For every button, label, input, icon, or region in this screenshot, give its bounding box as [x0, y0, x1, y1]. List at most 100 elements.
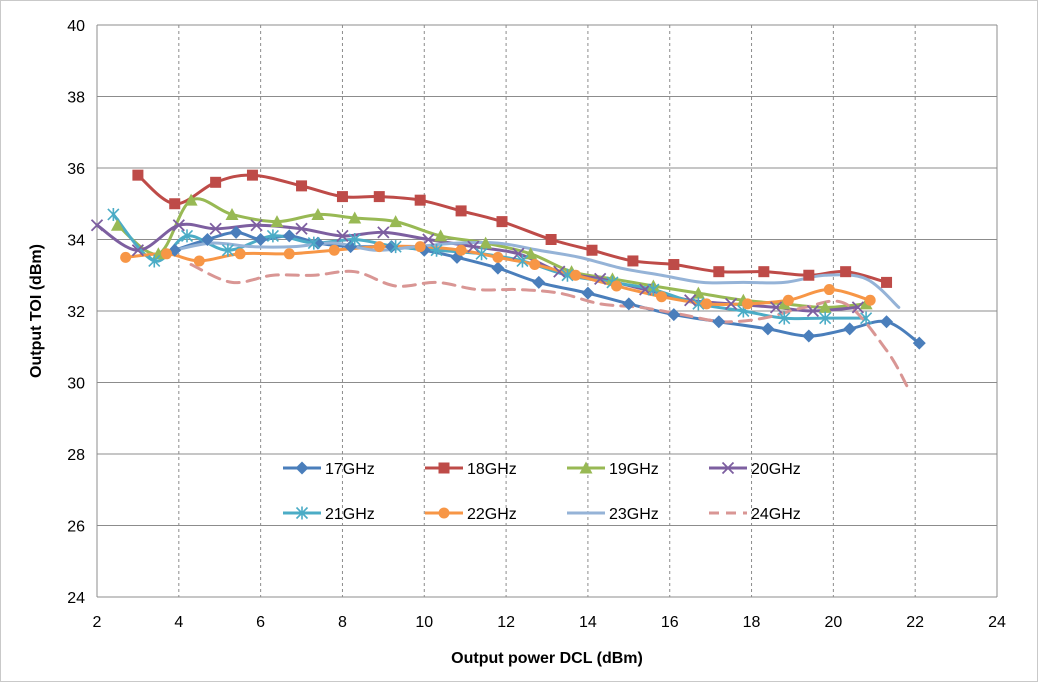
legend-label-22ghz: 22GHz [467, 506, 517, 523]
data-point-18ghz [210, 176, 222, 188]
legend-label-17ghz: 17GHz [325, 461, 375, 478]
data-point-20ghz [594, 272, 607, 285]
data-point-22ghz [161, 248, 173, 260]
data-point-19ghz [479, 236, 493, 249]
data-point-22ghz [328, 244, 340, 256]
data-point-17ghz [622, 297, 636, 311]
data-point-19ghz [348, 211, 362, 224]
legend-marker-22ghz [438, 507, 450, 519]
data-point-22ghz [193, 255, 205, 267]
data-point-20ghz [90, 219, 104, 232]
legend: 17GHz 18GHz 19GHz 20GHz 21GHz 22GHz 23GHz 24GHz [283, 461, 801, 523]
series-markers [90, 169, 926, 350]
data-point-18ghz [881, 276, 893, 288]
data-point-20ghz [295, 222, 308, 235]
data-point-21ghz [692, 297, 705, 311]
data-point-19ghz [110, 218, 124, 231]
data-point-17ghz [667, 308, 681, 322]
y-tick-label: 32 [67, 304, 85, 321]
gridlines [96, 24, 998, 598]
data-point-18ghz [496, 216, 508, 228]
data-point-17ghz [880, 315, 894, 329]
x-tick-label: 22 [906, 614, 924, 631]
data-point-19ghz [184, 193, 198, 206]
data-point-20ghz [377, 226, 390, 239]
data-point-18ghz [246, 169, 258, 181]
data-point-22ghz [570, 269, 582, 281]
data-point-17ghz [491, 261, 505, 275]
data-point-21ghz [561, 268, 574, 282]
x-tick-label: 14 [579, 614, 597, 631]
data-point-20ghz [422, 233, 435, 246]
x-tick-label: 2 [93, 614, 102, 631]
data-point-20ghz [172, 219, 185, 232]
data-point-17ghz [761, 322, 775, 336]
data-point-17ghz [200, 233, 214, 246]
data-point-17ghz [802, 329, 816, 343]
data-point-22ghz [782, 294, 794, 306]
data-point-21ghz [819, 311, 832, 325]
y-tick-label: 38 [67, 90, 85, 107]
data-point-22ghz [701, 298, 713, 310]
y-axis-title: Output TOI (dBm) [28, 244, 45, 378]
data-point-22ghz [864, 294, 876, 306]
data-point-21ghz [307, 236, 320, 250]
data-point-22ghz [234, 248, 246, 260]
data-point-22ghz [823, 284, 835, 296]
data-point-21ghz [107, 207, 120, 221]
legend-marker-18ghz [438, 462, 450, 474]
data-point-18ghz [713, 266, 725, 278]
data-point-21ghz [860, 311, 873, 325]
data-point-21ghz [778, 311, 791, 325]
legend-label-18ghz: 18GHz [467, 461, 517, 478]
data-point-21ghz [516, 254, 529, 268]
legend-label-23ghz: 23GHz [609, 506, 659, 523]
x-tick-label: 24 [988, 614, 1006, 631]
data-point-22ghz [120, 251, 132, 263]
data-point-20ghz [851, 301, 865, 314]
data-point-18ghz [336, 191, 348, 203]
data-point-18ghz [803, 269, 815, 281]
data-point-20ghz [250, 219, 263, 232]
data-point-17ghz [229, 225, 243, 239]
data-point-21ghz [180, 229, 194, 243]
data-point-20ghz [684, 294, 697, 307]
data-point-19ghz [818, 300, 832, 313]
data-point-18ghz [296, 180, 308, 192]
y-tick-label: 36 [67, 161, 85, 178]
data-point-22ghz [529, 259, 541, 271]
data-point-22ghz [611, 280, 623, 292]
legend-label-21ghz: 21GHz [325, 506, 375, 523]
data-point-19ghz [311, 207, 325, 220]
data-point-18ghz [414, 194, 426, 206]
data-point-17ghz [282, 229, 296, 243]
data-point-17ghz [581, 286, 595, 300]
data-point-17ghz [712, 315, 726, 329]
data-point-18ghz [545, 234, 557, 245]
data-point-20ghz [724, 297, 738, 310]
data-point-20ghz [769, 301, 783, 314]
data-point-21ghz [475, 247, 488, 261]
data-point-17ghz [385, 240, 399, 254]
data-point-17ghz [532, 275, 546, 289]
series-line-24ghz [189, 263, 909, 388]
data-point-20ghz [131, 244, 145, 257]
x-tick-label: 16 [661, 614, 679, 631]
data-point-17ghz [912, 336, 926, 350]
legend-label-20ghz: 20GHz [751, 461, 801, 478]
data-point-18ghz [758, 266, 770, 278]
y-tick-label: 24 [67, 590, 85, 607]
data-point-18ghz [132, 169, 144, 181]
data-point-21ghz [389, 240, 402, 254]
data-point-22ghz [492, 251, 504, 263]
data-point-22ghz [741, 298, 753, 310]
data-point-18ghz [373, 191, 385, 203]
legend-marker-20ghz [721, 461, 735, 475]
data-point-20ghz [209, 222, 222, 235]
data-point-21ghz [430, 243, 443, 257]
data-point-19ghz [270, 215, 284, 228]
y-tick-label: 26 [67, 519, 85, 536]
data-point-22ghz [373, 241, 385, 253]
